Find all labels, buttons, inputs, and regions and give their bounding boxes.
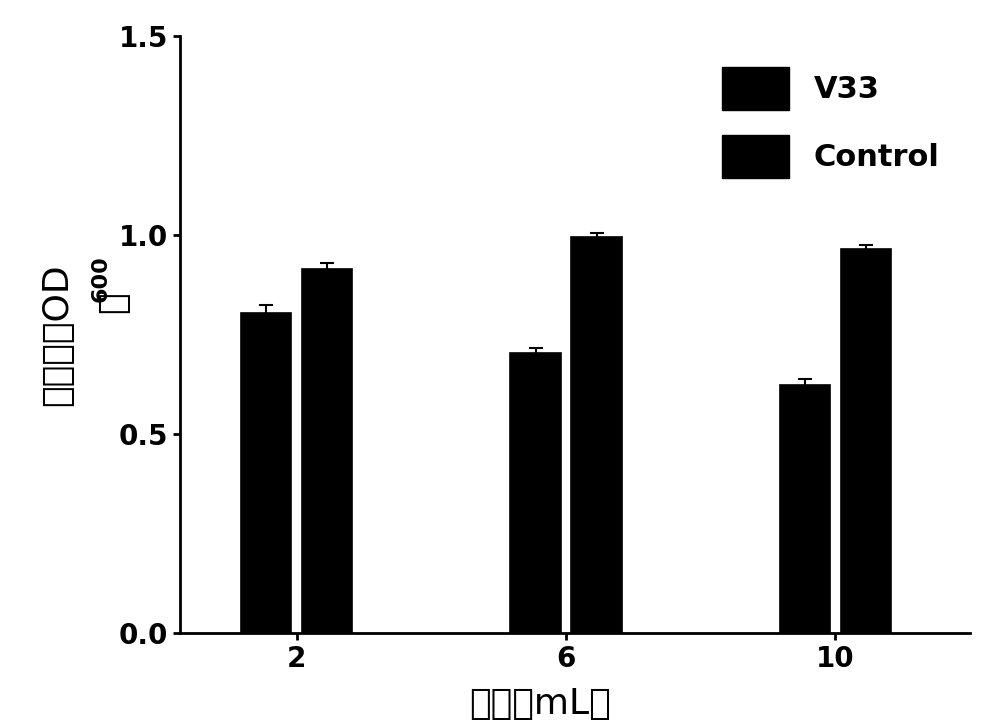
Bar [510,353,561,633]
Text: 体积（mL）: 体积（mL） [469,687,611,721]
Text: 600: 600 [91,255,111,301]
Text: 吸光值（OD: 吸光值（OD [41,264,75,406]
Text: ）: ） [96,291,130,313]
Bar [780,384,830,633]
Bar [241,313,291,633]
Bar [841,249,891,633]
Bar [571,237,622,633]
Bar [302,269,352,633]
Legend: V33, Control: V33, Control [707,52,955,193]
